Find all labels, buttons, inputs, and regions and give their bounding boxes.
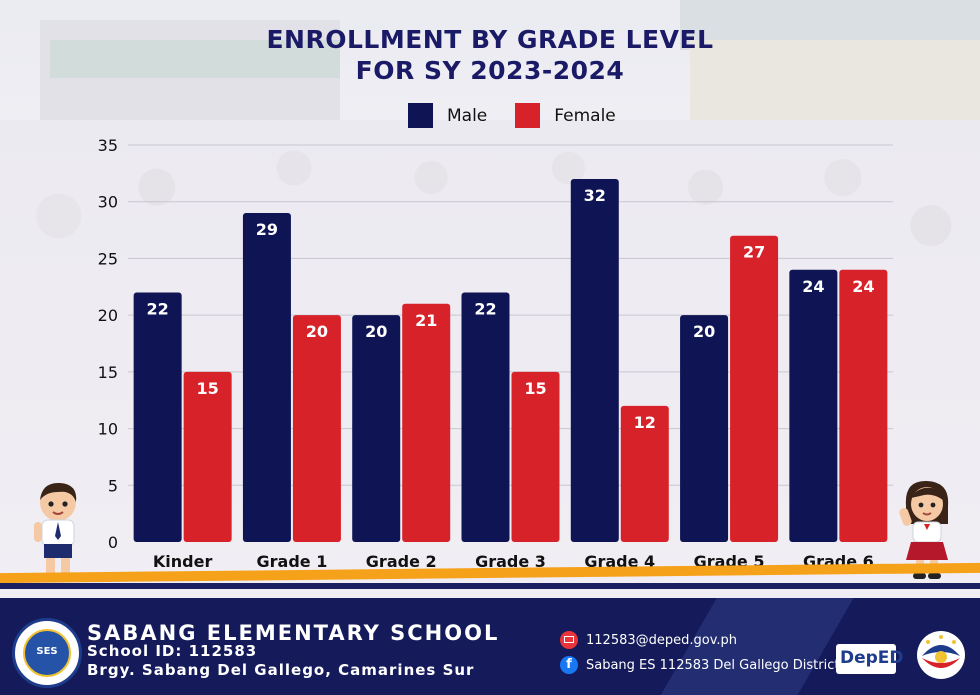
y-tick-label: 30 [98, 193, 118, 212]
chart-title-line-1: ENROLLMENT BY GRADE LEVEL [266, 25, 714, 54]
facebook-text: Sabang ES 112583 Del Gallego District [586, 657, 840, 673]
x-tick-label: Kinder [153, 552, 213, 571]
x-tick-label: Grade 1 [257, 552, 328, 571]
bar-male [789, 269, 838, 542]
bar-male [352, 315, 401, 542]
bar-female [620, 405, 669, 542]
bar-female [511, 371, 560, 542]
school-id: School ID: 112583 [87, 642, 258, 660]
footer-bar [0, 598, 980, 695]
y-tick-label: 25 [98, 249, 118, 268]
bar-male [242, 213, 291, 543]
y-tick-label: 10 [98, 420, 118, 439]
enrollment-bar-chart: 0 5 10 15 20 25 30 35 22 15 Kinder 29 20 Grade 1 20 21 G… [98, 136, 893, 571]
bar-value-label: 20 [693, 322, 715, 341]
legend-male-label: Male [447, 105, 488, 126]
school-seal-logo: SES [12, 618, 82, 688]
bar-value-label: 32 [584, 186, 606, 205]
bar-value-label: 12 [634, 413, 656, 432]
bar-value-label: 20 [306, 322, 328, 341]
bar-male [680, 315, 729, 542]
seal-text: SES [36, 646, 58, 657]
bar-value-label: 22 [474, 299, 496, 318]
bar-male [461, 292, 510, 542]
y-tick-label: 35 [98, 136, 118, 155]
legend-female-swatch [515, 103, 541, 128]
bar-value-label: 20 [365, 322, 387, 341]
bar-female [402, 303, 451, 542]
x-tick-label: Grade 3 [475, 552, 546, 571]
y-tick-label: 20 [98, 306, 118, 325]
x-tick-label: Grade 2 [366, 552, 437, 571]
email-icon [560, 631, 578, 649]
facebook-icon: f [560, 656, 578, 674]
bar-female [730, 235, 779, 542]
chart-title-line-2: FOR SY 2023-2024 [355, 56, 625, 85]
y-tick-label: 15 [98, 363, 118, 382]
bar-female [183, 371, 232, 542]
email-text: 112583@deped.gov.ph [586, 632, 738, 648]
school-address: Brgy. Sabang Del Gallego, Camarines Sur [87, 661, 475, 679]
footer-dark-stripe [0, 583, 980, 589]
deped-logo: DepED [836, 644, 904, 674]
bar-value-label: 24 [852, 277, 874, 296]
bar-male [133, 292, 182, 542]
bar-value-label: 21 [415, 311, 437, 330]
boy-student-illustration [34, 482, 77, 579]
facebook-contact[interactable]: f Sabang ES 112583 Del Gallego District [560, 656, 839, 674]
bar-value-label: 15 [524, 379, 546, 398]
school-name: SABANG ELEMENTARY SCHOOL [87, 621, 500, 645]
girl-student-illustration [899, 480, 949, 579]
bagong-pilipinas-logo [917, 631, 965, 679]
y-tick-label: 0 [108, 533, 118, 552]
deped-logo-text: DepED [840, 648, 904, 668]
bar-value-label: 22 [147, 299, 169, 318]
bar-value-label: 29 [256, 220, 278, 239]
email-contact[interactable]: 112583@deped.gov.ph [560, 631, 737, 649]
bar-female [839, 269, 888, 542]
bar-value-label: 24 [802, 277, 824, 296]
chart-legend: Male Female [408, 103, 644, 128]
bar-value-label: 15 [197, 379, 219, 398]
bar-female [292, 315, 341, 542]
bar-value-label: 27 [743, 243, 765, 262]
bar-male [570, 179, 619, 542]
y-tick-label: 5 [108, 476, 118, 495]
legend-male-swatch [408, 103, 433, 128]
legend-female-label: Female [554, 105, 616, 126]
